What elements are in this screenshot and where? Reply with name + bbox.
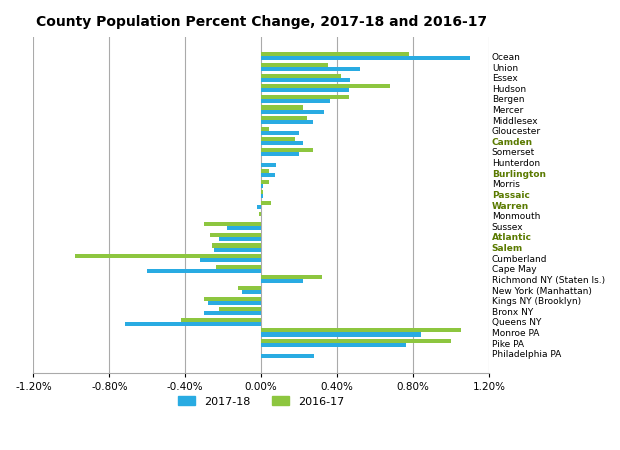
Bar <box>261 120 312 124</box>
Bar <box>261 127 269 131</box>
Bar <box>208 301 261 305</box>
Bar <box>200 258 261 262</box>
Bar <box>261 279 303 284</box>
Bar <box>204 297 261 301</box>
Bar <box>261 67 360 71</box>
Bar <box>261 152 299 156</box>
Bar <box>261 137 295 141</box>
Bar <box>242 290 261 294</box>
Bar <box>261 109 324 113</box>
Bar <box>261 74 341 78</box>
Bar <box>216 265 261 269</box>
Bar <box>261 116 307 120</box>
Bar <box>261 354 314 358</box>
Bar <box>261 180 269 184</box>
Bar <box>182 318 261 322</box>
Bar <box>239 286 261 290</box>
Bar <box>261 56 470 60</box>
Bar <box>261 184 263 188</box>
Bar <box>261 88 348 92</box>
Bar <box>227 226 261 230</box>
Bar <box>261 190 263 194</box>
Bar <box>261 78 350 82</box>
Bar <box>261 105 303 109</box>
Bar <box>212 243 261 248</box>
Bar <box>261 169 269 173</box>
Bar <box>261 339 451 343</box>
Bar <box>219 237 261 241</box>
Bar <box>204 222 261 226</box>
Bar <box>261 63 328 67</box>
Bar <box>259 212 261 216</box>
Bar <box>204 311 261 315</box>
Bar <box>261 343 405 347</box>
Bar <box>257 205 261 209</box>
Bar <box>125 322 261 326</box>
Bar <box>219 307 261 311</box>
Title: County Population Percent Change, 2017-18 and 2016-17: County Population Percent Change, 2017-1… <box>36 15 487 29</box>
Bar <box>261 162 277 166</box>
Bar <box>261 131 299 135</box>
Bar <box>261 173 275 177</box>
Bar <box>261 52 409 56</box>
Bar <box>261 141 303 145</box>
Bar <box>214 248 261 252</box>
Bar <box>261 328 461 333</box>
Bar <box>210 233 261 237</box>
Bar <box>261 148 312 152</box>
Bar <box>261 333 421 337</box>
Bar <box>261 194 263 198</box>
Bar <box>261 95 348 99</box>
Bar <box>261 201 271 205</box>
Bar <box>148 269 261 273</box>
Bar <box>261 84 391 88</box>
Bar <box>75 254 261 258</box>
Bar <box>261 99 330 103</box>
Legend: 2017-18, 2016-17: 2017-18, 2016-17 <box>174 392 348 411</box>
Bar <box>261 275 322 279</box>
